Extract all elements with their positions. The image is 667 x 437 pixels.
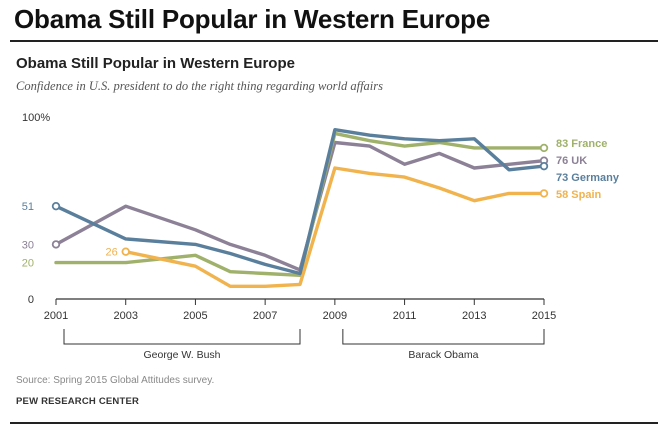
end-label-uk: 76 UK <box>556 155 587 167</box>
bottom-rule <box>10 422 658 424</box>
y-tick-label-30: 30 <box>22 239 34 251</box>
x-tick-label-2003: 2003 <box>113 310 137 322</box>
x-tick-label-2013: 2013 <box>462 310 486 322</box>
period-bracket-obama-label: Barack Obama <box>408 349 478 361</box>
x-tick-label-2011: 2011 <box>393 310 417 322</box>
start-marker-spain <box>121 247 130 256</box>
x-tick-label-2001: 2001 <box>44 310 68 322</box>
end-marker-france <box>539 143 549 153</box>
chart-title: Obama Still Popular in Western Europe <box>16 55 295 72</box>
y-tick-label-100: 100% <box>22 112 50 124</box>
period-bracket-bush-label: George W. Bush <box>143 349 220 361</box>
top-rule <box>10 40 658 42</box>
x-tick-label-2005: 2005 <box>183 310 207 322</box>
end-marker-spain <box>539 189 549 198</box>
y-tick-label-20: 20 <box>22 258 34 270</box>
brand-footer: PEW RESEARCH CENTER <box>16 396 140 407</box>
end-label-spain: 58 Spain <box>556 189 602 201</box>
source-note: Source: Spring 2015 Global Attitudes sur… <box>16 375 215 386</box>
y-tick-label-0: 0 <box>28 294 34 306</box>
start-marker-germany <box>51 201 61 211</box>
y-tick-label-51: 51 <box>22 201 34 213</box>
x-tick-label-2015: 2015 <box>532 310 556 322</box>
end-marker-germany <box>539 161 549 171</box>
x-tick-label-2007: 2007 <box>253 310 277 322</box>
start-marker-uk <box>51 240 61 249</box>
x-tick-label-2009: 2009 <box>323 310 347 322</box>
period-bracket-obama <box>342 329 545 345</box>
end-label-germany: 73 Germany <box>556 172 620 184</box>
period-bracket-bush <box>63 329 301 345</box>
end-label-france: 83 France <box>556 138 607 150</box>
series-line-uk <box>54 140 546 272</box>
page-title: Obama Still Popular in Western Europe <box>14 4 491 34</box>
chart-subtitle: Confidence in U.S. president to do the r… <box>16 79 384 93</box>
series-line-germany <box>54 127 546 276</box>
series-line-spain <box>124 166 546 288</box>
start-label-spain: 26 <box>105 247 117 259</box>
